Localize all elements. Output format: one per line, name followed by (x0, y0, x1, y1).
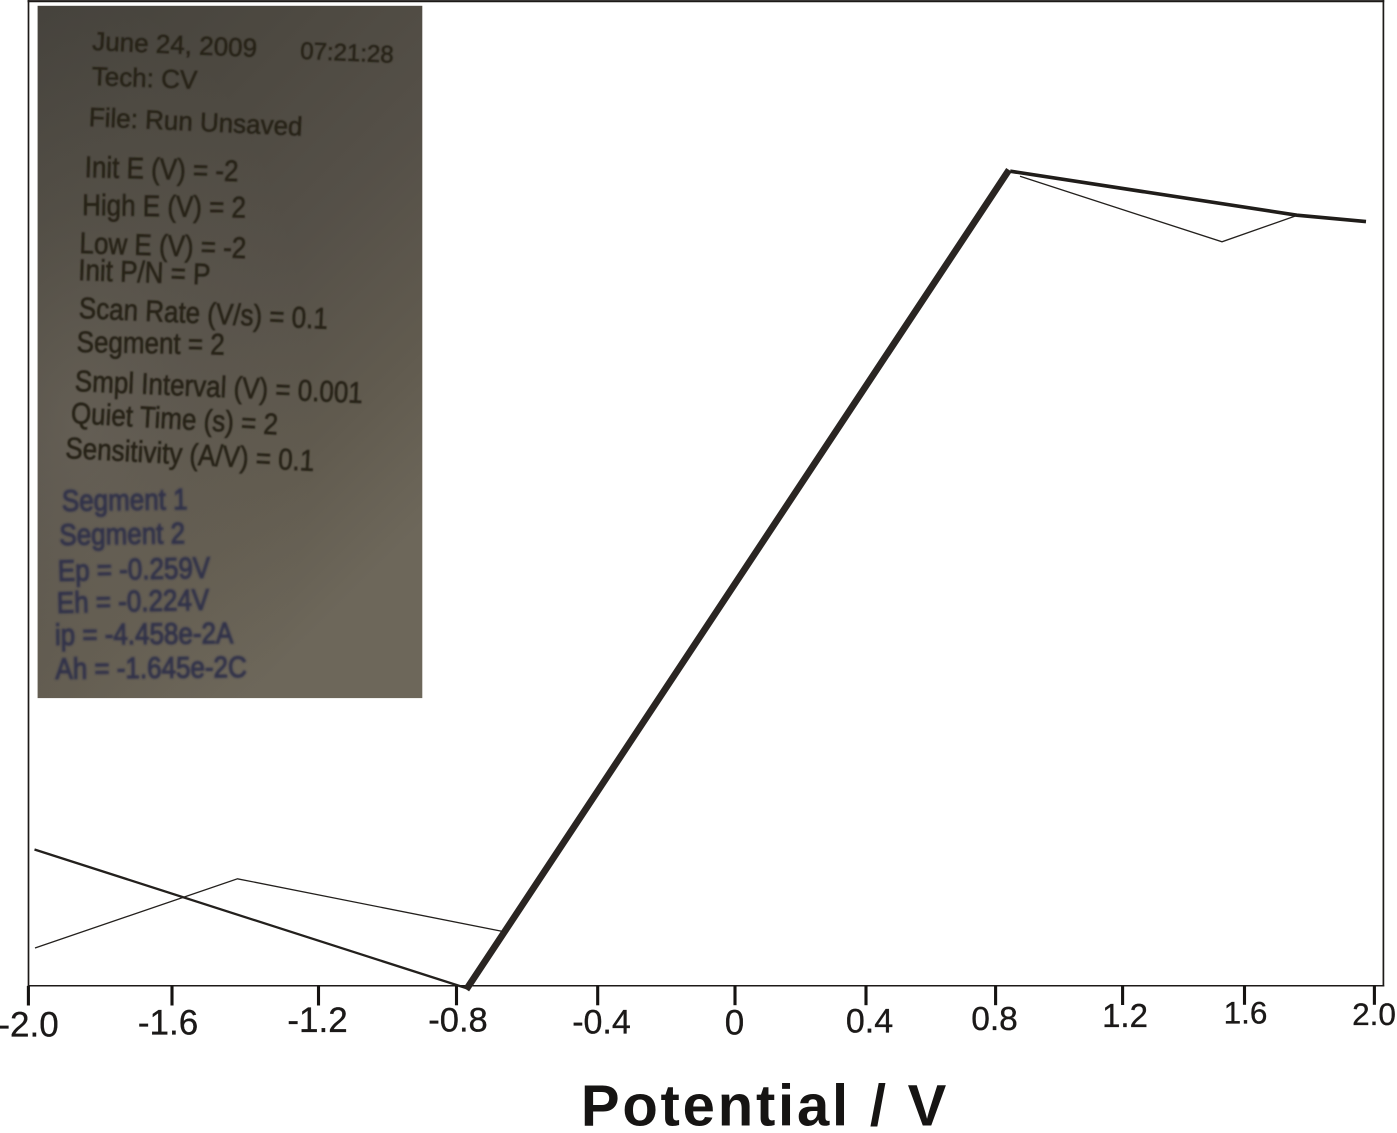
svg-text:2.0: 2.0 (1352, 996, 1396, 1032)
svg-text:High E (V) = 2: High E (V) = 2 (82, 188, 246, 224)
svg-text:-0.8: -0.8 (428, 1002, 487, 1040)
svg-text:ip = -4.458e-2A: ip = -4.458e-2A (55, 616, 234, 651)
svg-text:1.2: 1.2 (1102, 997, 1148, 1034)
svg-text:Potential / V: Potential / V (581, 1074, 949, 1133)
svg-text:0: 0 (725, 1004, 744, 1043)
svg-text:Low E (V) = -2: Low E (V) = -2 (79, 226, 247, 264)
svg-text:1.6: 1.6 (1224, 995, 1268, 1031)
svg-text:0.4: 0.4 (846, 1003, 893, 1041)
svg-text:Segment 2: Segment 2 (59, 517, 185, 552)
svg-text:-0.4: -0.4 (572, 1004, 631, 1042)
svg-text:Init E (V) = -2: Init E (V) = -2 (84, 150, 239, 187)
svg-text:-1.6: -1.6 (138, 1004, 198, 1043)
svg-text:Ah = -1.645e-2C: Ah = -1.645e-2C (55, 650, 247, 685)
svg-text:Segment = 2: Segment = 2 (76, 325, 225, 361)
svg-text:Eh = -0.224V: Eh = -0.224V (56, 583, 209, 619)
svg-text:Init P/N = P: Init P/N = P (78, 253, 211, 291)
svg-text:Ep = -0.259V: Ep = -0.259V (57, 551, 210, 587)
svg-text:Segment 1: Segment 1 (62, 483, 188, 518)
svg-text:-2.0: -2.0 (0, 1006, 59, 1045)
svg-text:0.8: 0.8 (971, 1001, 1018, 1038)
svg-text:-1.2: -1.2 (287, 1001, 347, 1040)
svg-text:Tech: CV: Tech: CV (91, 61, 198, 95)
